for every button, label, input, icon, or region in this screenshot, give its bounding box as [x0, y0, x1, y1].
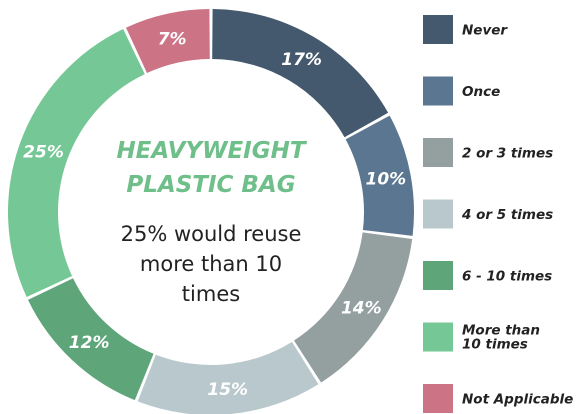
legend-label-2-or-3-times: 2 or 3 times [462, 146, 553, 162]
slice-more-than-10-times [8, 29, 145, 297]
legend-swatch-6-10-times [423, 261, 453, 290]
center-title-line-2: PLASTIC BAG [126, 172, 295, 198]
legend-swatch-more-than-10-times [423, 322, 453, 352]
legend-label-not-applicable: Not Applicable [462, 392, 573, 408]
legend-label-6-10-times: 6 - 10 times [462, 269, 552, 285]
donut-slices [8, 9, 414, 414]
slice-label-4-or-5-times: 15% [207, 380, 248, 400]
center-text-group: HEAVYWEIGHT PLASTIC BAG 25% would reuse … [116, 138, 307, 306]
legend-label-never: Never [462, 23, 508, 39]
center-subtitle-line-3: times [182, 282, 240, 306]
slice-6-10-times [28, 278, 154, 401]
slice-4-or-5-times [137, 341, 319, 414]
legend-swatch-4-or-5-times [423, 199, 453, 229]
legend-swatch-not-applicable [423, 384, 453, 413]
slice-labels: 17% 10% 14% 15% 12% 25% 7% [23, 29, 406, 400]
slice-label-more-than-10-times: 25% [23, 143, 64, 163]
slice-2-or-3-times [293, 232, 413, 383]
slice-label-never: 17% [281, 50, 322, 70]
legend-swatch-2-or-3-times [423, 138, 453, 167]
legend: Never Once 2 or 3 times 4 or 5 times 6 - 10 … [423, 15, 573, 413]
slice-label-2-or-3-times: 14% [341, 298, 382, 318]
slice-once [345, 115, 414, 236]
center-subtitle-line-1: 25% would reuse [121, 222, 302, 246]
slice-label-6-10-times: 12% [69, 333, 110, 353]
legend-label-more-than-10-times-line-1: More than [462, 323, 540, 339]
slice-label-not-applicable: 7% [158, 29, 187, 49]
center-title-line-1: HEAVYWEIGHT [116, 138, 307, 164]
slice-not-applicable [126, 9, 210, 74]
legend-label-4-or-5-times: 4 or 5 times [461, 207, 553, 223]
legend-label-more-than-10-times-line-2: 10 times [462, 337, 528, 353]
legend-swatch-never [423, 15, 453, 44]
legend-swatch-once [423, 76, 453, 106]
slice-label-once: 10% [365, 170, 406, 190]
legend-label-once: Once [462, 84, 500, 100]
center-subtitle-line-2: more than 10 [140, 252, 282, 276]
slice-never [212, 9, 389, 138]
